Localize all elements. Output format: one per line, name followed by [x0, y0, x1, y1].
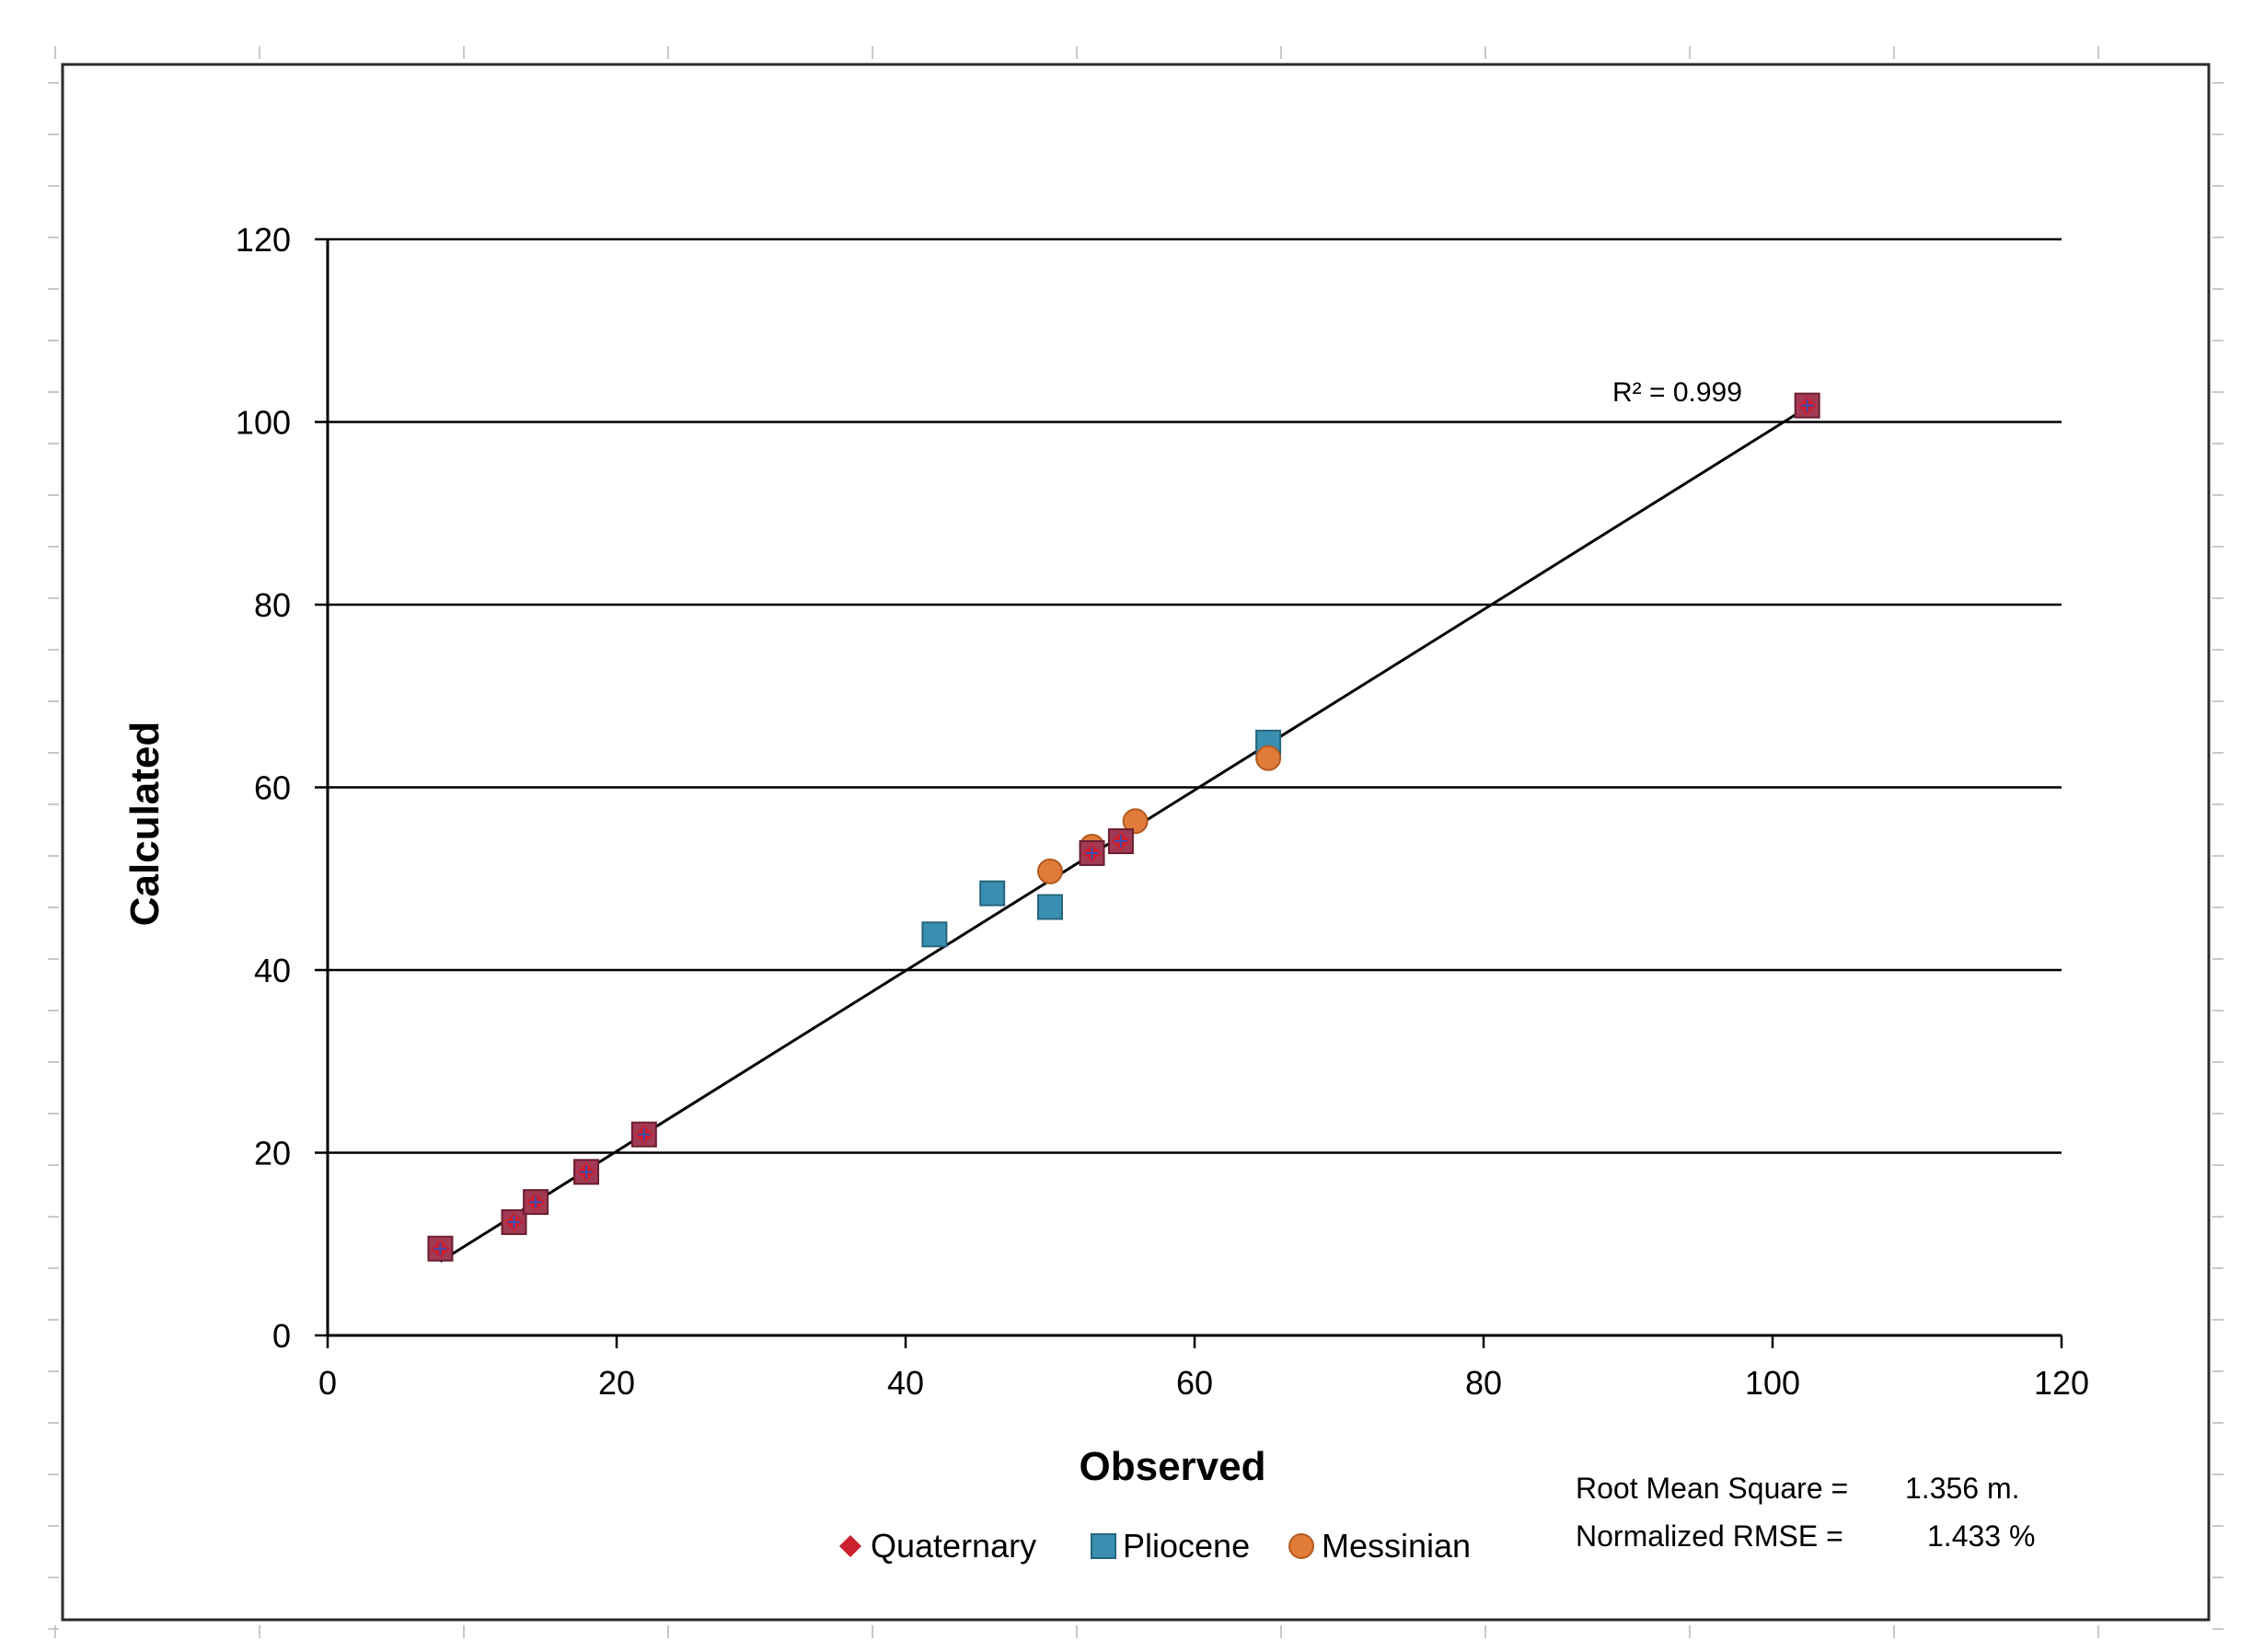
quaternary-point: [427, 1235, 454, 1262]
quaternary-point-cross: [1114, 835, 1127, 849]
legend-label-messinian: Messinian: [1322, 1527, 1471, 1565]
quaternary-point: [523, 1189, 549, 1216]
nrmse-value: 1.433 %: [1927, 1519, 2035, 1553]
pliocene-point: [979, 880, 1006, 907]
pliocene-point: [1037, 894, 1063, 920]
x-tick-label: 80: [1465, 1364, 1502, 1402]
x-tick-label: 100: [1745, 1364, 1800, 1402]
quaternary-point: [630, 1121, 657, 1148]
spreadsheet-grid-ticks: [48, 46, 2224, 1638]
quaternary-point: [1079, 839, 1105, 866]
y-tick-label: 120: [236, 221, 291, 259]
messinian-point: [1255, 745, 1282, 771]
data-points: [427, 392, 1820, 1262]
quaternary-point-cross: [507, 1215, 521, 1229]
y-tick-label: 40: [254, 952, 291, 989]
rms-value: 1.356 m.: [1905, 1472, 2020, 1505]
chart-area-border: [61, 63, 2211, 1622]
x-tick-label: 120: [2034, 1364, 2089, 1402]
x-tick-label: 0: [318, 1364, 337, 1402]
legend-label-quaternary: Quaternary: [871, 1527, 1036, 1565]
y-tick-label: 20: [254, 1135, 291, 1173]
y-axis-label: Calculated: [122, 722, 167, 927]
legend: Quaternary Pliocene Messinian: [839, 1527, 1471, 1565]
quaternary-point: [573, 1159, 600, 1185]
quaternary-point-cross: [1800, 399, 1814, 412]
legend-item-pliocene: Pliocene: [1091, 1527, 1250, 1565]
x-axis-label: Observed: [1080, 1444, 1266, 1489]
stats-box: Root Mean Square = 1.356 m. Normalized R…: [1576, 1472, 2035, 1553]
x-tick-label: 20: [598, 1364, 635, 1402]
quaternary-point-cross: [1085, 846, 1099, 860]
y-tick-label: 80: [254, 586, 291, 624]
x-tick-labels: 0 20 40 60 80 100 120: [318, 1335, 2089, 1402]
quaternary-point: [501, 1208, 527, 1235]
quaternary-point-cross: [433, 1242, 447, 1255]
legend-item-messinian: Messinian: [1288, 1527, 1471, 1565]
legend-circle-icon: [1288, 1533, 1314, 1559]
nrmse-label: Normalized RMSE =: [1576, 1519, 1843, 1553]
legend-diamond-icon: [839, 1535, 861, 1557]
x-tick-label: 40: [887, 1364, 924, 1402]
quaternary-point-cross: [637, 1127, 651, 1141]
trendline-r2-label: R² = 0.999: [1612, 377, 1742, 408]
y-tick-label: 100: [236, 404, 291, 442]
x-tick-label: 60: [1176, 1364, 1213, 1402]
messinian-point: [1037, 858, 1063, 884]
rms-label: Root Mean Square =: [1576, 1472, 1848, 1505]
quaternary-point-cross: [580, 1165, 594, 1179]
y-tick-label: 60: [254, 769, 291, 807]
y-tick-labels: 0 20 40 60 80 100 120: [236, 221, 291, 1355]
legend-label-pliocene: Pliocene: [1123, 1527, 1250, 1565]
quaternary-point: [1794, 392, 1820, 419]
messinian-point: [1122, 808, 1149, 835]
quaternary-point-cross: [529, 1196, 543, 1209]
gridlines: [315, 237, 2062, 1337]
legend-square-icon: [1091, 1533, 1116, 1559]
y-tick-label: 0: [272, 1317, 291, 1355]
pliocene-point: [921, 921, 948, 948]
legend-item-quaternary: Quaternary: [839, 1527, 1036, 1565]
quaternary-point: [1107, 828, 1134, 855]
